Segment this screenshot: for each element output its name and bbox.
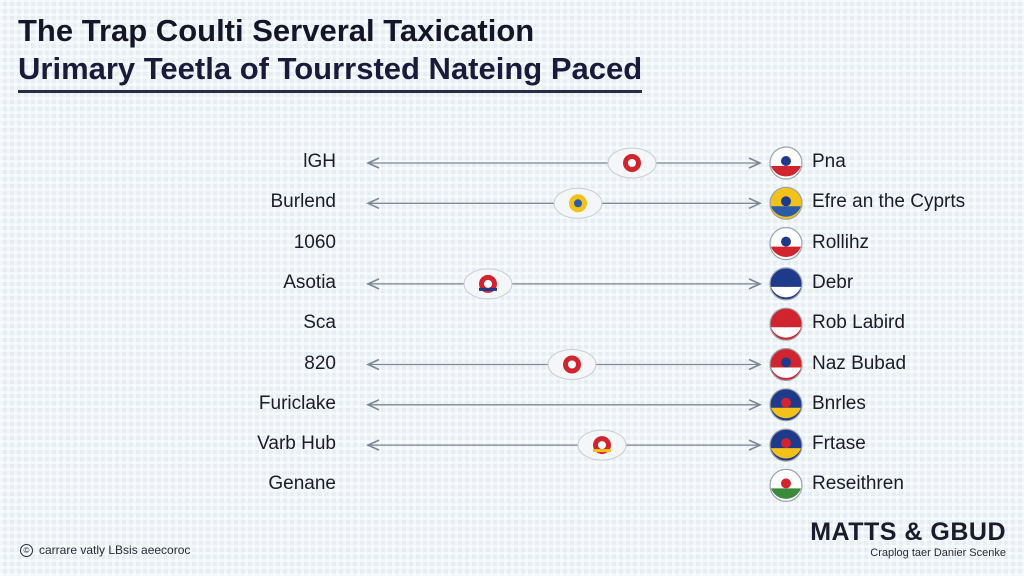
- row-right-label: Debr: [812, 271, 854, 293]
- union-flag-icon: [769, 227, 803, 261]
- brand-logo-text: MATTS & GBUD: [810, 518, 1006, 546]
- row-right-label: Rob Labird: [812, 312, 905, 334]
- oval-badge-icon: [463, 268, 513, 300]
- row-left-label: 820: [304, 352, 336, 374]
- row-left-label: Asotia: [283, 271, 336, 293]
- page-title: The Trap Coulti Serveral Taxication: [18, 13, 535, 48]
- footer-text: carrare vatly LBsis aeecoroc: [39, 543, 191, 557]
- shield-flag-icon: [769, 388, 803, 422]
- row-left-label: Burlend: [270, 191, 337, 213]
- circle-flag-icon: [769, 347, 803, 382]
- cross-flag-icon: [553, 187, 603, 219]
- row-right-label: Frtase: [812, 433, 866, 455]
- tricolor-flag-icon: [769, 428, 803, 462]
- row-right-label: Naz Bubad: [812, 352, 907, 374]
- brand-tagline: Craplog taer Danier Scenke: [870, 547, 1006, 559]
- circle-flag-icon: [769, 146, 803, 180]
- striped-disc-icon: [577, 429, 627, 461]
- sun-disc-icon: [547, 349, 597, 380]
- row-right-label: Efre an the Cyprts: [812, 191, 966, 213]
- copyright-icon: ©: [20, 543, 33, 557]
- row-left-label: 1060: [293, 231, 336, 253]
- row-right-label: Reseithren: [812, 473, 904, 495]
- title-block: The Trap Coulti Serveral Taxication Urim…: [18, 12, 643, 93]
- row-left-label: lGH: [303, 151, 336, 172]
- circle-flag-icon: [769, 186, 803, 220]
- row-left-label: Furiclake: [258, 392, 336, 414]
- brand-block: MATTS & GBUD Craplog taer Danier Scenke: [810, 518, 1006, 560]
- row-right-label: Rollihz: [812, 231, 870, 253]
- row-left-label: Varb Hub: [257, 433, 336, 455]
- row-left-label: Genane: [268, 473, 336, 495]
- page-subtitle: Urimary Teetla of Tourrsted Nateing Pace…: [18, 50, 643, 93]
- star-flag-icon: [769, 307, 803, 341]
- row-right-label: Bnrles: [812, 392, 866, 414]
- footer: © carrare vatly LBsis aeecoroc: [20, 543, 190, 557]
- emblem-flag-icon: [769, 468, 803, 502]
- row-left-label: Sca: [303, 312, 336, 334]
- row-right-label: Pna: [812, 151, 846, 172]
- cross-flag-icon: [769, 267, 803, 301]
- round-badge-icon: [607, 147, 657, 179]
